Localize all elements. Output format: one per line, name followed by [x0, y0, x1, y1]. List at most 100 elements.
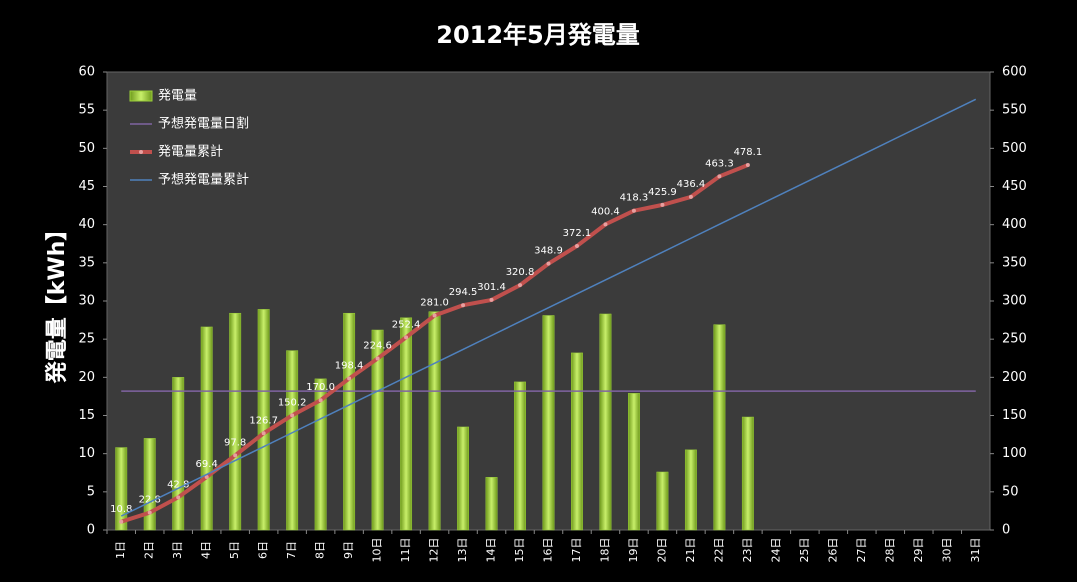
x-tick-label: 4日: [200, 541, 213, 559]
x-tick-label: 27日: [855, 538, 868, 563]
x-tick-label: 22日: [712, 538, 725, 563]
legend-label: 発電量累計: [158, 144, 223, 160]
y-tick-label: 20: [78, 370, 95, 385]
x-tick-label: 21日: [684, 538, 697, 563]
bar: [542, 315, 555, 531]
chart-title: 2012年5月発電量: [436, 21, 640, 49]
y-tick-label: 55: [78, 103, 95, 118]
x-tick-label: 31日: [969, 538, 982, 563]
bar: [229, 312, 242, 531]
marker: [204, 475, 209, 480]
bar: [713, 324, 726, 531]
bar: [286, 350, 299, 531]
data-label: 198.4: [335, 361, 364, 372]
x-tick-label: 10日: [371, 538, 384, 563]
data-label: 294.5: [449, 287, 478, 298]
marker: [489, 297, 494, 302]
data-label: 224.6: [363, 341, 392, 352]
x-tick-label: 14日: [485, 538, 498, 563]
marker: [574, 243, 579, 248]
y-tick-label: 30: [78, 294, 95, 309]
data-label: 69.4: [196, 459, 218, 470]
y-tick-label: 50: [78, 141, 95, 156]
y2-tick-label: 300: [1002, 294, 1027, 309]
bar: [684, 449, 697, 531]
x-tick-label: 15日: [513, 538, 526, 563]
legend-label: 発電量: [158, 89, 197, 104]
marker: [119, 519, 124, 524]
marker: [147, 510, 152, 515]
bar: [485, 477, 498, 531]
x-tick-label: 5日: [228, 541, 241, 559]
marker: [347, 376, 352, 381]
x-tick-label: 9日: [342, 541, 355, 559]
data-label: 281.0: [420, 298, 449, 309]
x-tick-label: 18日: [598, 538, 611, 563]
bar: [400, 317, 413, 531]
y-tick-label: 25: [78, 332, 95, 347]
marker: [603, 222, 608, 227]
data-label: 348.9: [534, 246, 563, 257]
x-tick-label: 2日: [143, 541, 156, 559]
y-tick-label: 0: [87, 523, 95, 538]
data-label: 126.7: [249, 415, 278, 426]
y2-tick-label: 550: [1002, 103, 1027, 118]
bar: [571, 352, 583, 531]
x-tick-label: 19日: [627, 538, 640, 563]
y2-tick-label: 600: [1002, 65, 1027, 80]
legend-label: 予想発電量日割: [158, 116, 249, 132]
marker: [745, 163, 750, 168]
bar: [314, 378, 327, 531]
data-label: 301.4: [477, 282, 506, 293]
data-label: 418.3: [620, 193, 649, 204]
x-tick-label: 26日: [826, 538, 839, 563]
bar: [257, 309, 270, 531]
x-tick-label: 11日: [399, 538, 412, 563]
data-label: 478.1: [734, 147, 763, 158]
data-label: 400.4: [591, 206, 620, 217]
data-label: 22.8: [139, 495, 161, 506]
data-label: 320.8: [506, 267, 535, 278]
marker: [318, 398, 323, 403]
marker: [176, 495, 181, 500]
y2-tick-label: 350: [1002, 255, 1027, 270]
bar: [741, 416, 754, 531]
legend-swatch: [129, 90, 153, 102]
y2-tick-label: 150: [1002, 408, 1027, 423]
marker: [631, 208, 636, 213]
y-tick-label: 10: [78, 446, 95, 461]
data-label: 372.1: [563, 228, 592, 239]
y-tick-label: 15: [78, 408, 95, 423]
marker: [660, 202, 665, 207]
marker: [688, 194, 693, 199]
legend-marker: [139, 150, 143, 154]
x-tick-label: 20日: [655, 538, 668, 563]
marker: [717, 174, 722, 179]
x-tick-label: 28日: [883, 538, 896, 563]
x-tick-label: 8日: [314, 541, 327, 559]
bar: [172, 377, 185, 531]
marker: [546, 261, 551, 266]
x-tick-label: 24日: [769, 538, 782, 563]
bar: [371, 329, 384, 531]
y-tick-label: 40: [78, 217, 95, 232]
y-tick-label: 45: [78, 179, 95, 194]
bar: [656, 471, 669, 531]
y-tick-label: 5: [87, 484, 95, 499]
bar: [143, 438, 156, 531]
x-tick-label: 3日: [171, 541, 184, 559]
y2-tick-label: 50: [1002, 484, 1019, 499]
y-tick-label: 35: [78, 255, 95, 270]
x-tick-label: 7日: [285, 541, 298, 559]
y-tick-label: 60: [78, 65, 95, 80]
marker: [461, 303, 466, 308]
marker: [233, 453, 238, 458]
bar: [457, 426, 469, 531]
y2-tick-label: 400: [1002, 217, 1027, 232]
x-tick-label: 30日: [940, 538, 953, 563]
y-axis-label: 発電量【kWh】: [45, 219, 70, 385]
bar: [514, 381, 526, 531]
bar: [428, 311, 441, 531]
